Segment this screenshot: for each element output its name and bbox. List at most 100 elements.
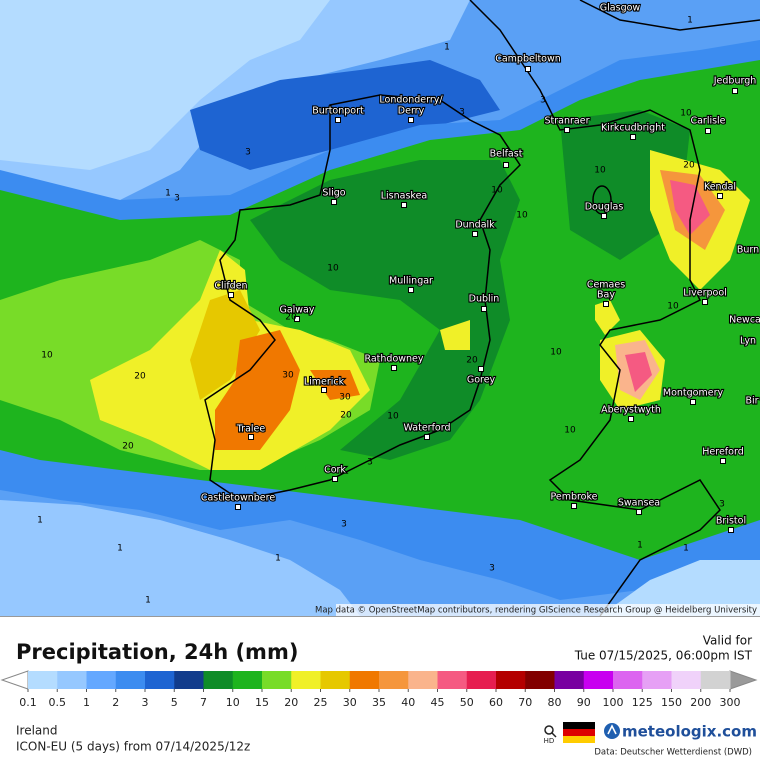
city-marker (636, 509, 642, 515)
contour-label: 20 (122, 442, 134, 452)
city-label: Castletownbere (201, 493, 276, 504)
contour-label: 3 (174, 194, 180, 204)
contour-label: 20 (466, 356, 478, 366)
city-marker (478, 366, 484, 372)
city-label: Kendal (704, 182, 736, 193)
data-source: Data: Deutscher Wetterdienst (DWD) (594, 748, 752, 758)
legend-swatch (291, 671, 321, 689)
logo-icons (544, 722, 620, 743)
city-marker (717, 193, 723, 199)
legend-swatch (408, 671, 438, 689)
contour-label: 10 (516, 211, 528, 221)
contour-label: 1 (117, 544, 123, 554)
legend-swatch (232, 671, 263, 689)
city-label: Lyn (740, 336, 756, 347)
legend-swatch (613, 671, 643, 689)
city-marker (248, 434, 254, 440)
contour-label: 10 (550, 348, 562, 358)
city-marker (690, 399, 696, 405)
contour-label: 10 (491, 186, 503, 196)
city-marker (732, 88, 738, 94)
city-label: Aberystwyth (601, 405, 661, 416)
contour-label: 10 (41, 351, 53, 361)
city-marker (332, 476, 338, 482)
legend-swatch (320, 671, 351, 689)
valid-time: Tue 07/15/2025, 06:00pm IST (574, 649, 753, 663)
hd-label: HD (544, 737, 555, 745)
city-marker (603, 301, 609, 307)
legend-swatch (28, 671, 58, 689)
legend-swatch (583, 671, 614, 689)
city-marker (564, 127, 570, 133)
contour-label: 1 (37, 516, 43, 526)
legend-tick-label: 300 (720, 696, 741, 709)
city-label: Galway (279, 305, 314, 316)
city-label: Limerick (304, 377, 345, 388)
legend-swatch (262, 671, 292, 689)
contour-label: 10 (387, 412, 399, 422)
contour-label: 1 (687, 16, 693, 26)
city-marker (525, 66, 531, 72)
city-label: Montgomery (663, 388, 724, 399)
legend-tick-label: 40 (401, 696, 415, 709)
city-label: Cemaes (587, 280, 625, 291)
legend-tick-label: 1 (83, 696, 90, 709)
legend-tick-label: 60 (489, 696, 503, 709)
legend-tick-label: 200 (690, 696, 711, 709)
city-label: Belfast (490, 149, 523, 160)
legend-swatch (57, 671, 87, 689)
model-info: ICON-EU (5 days) from 07/14/2025/12z (16, 740, 250, 754)
legend-tick-label: 3 (142, 696, 149, 709)
contour-label: 1 (145, 596, 151, 606)
city-marker (720, 458, 726, 464)
city-label: Douglas (585, 202, 624, 213)
city-label: Tralee (236, 424, 266, 435)
legend-tick-label: 10 (226, 696, 240, 709)
contour-label: 3 (245, 148, 251, 158)
legend-tick-label: 50 (460, 696, 474, 709)
city-label: Londonderry/ (379, 95, 443, 106)
city-label: Kirkcudbright (601, 123, 665, 134)
city-label: Swansea (618, 498, 660, 509)
legend-tick-label: 100 (603, 696, 624, 709)
city-marker (728, 527, 734, 533)
legend-swatch (145, 671, 175, 689)
legend-tick-label: 0.1 (19, 696, 37, 709)
city-marker (391, 365, 397, 371)
city-label: Burn (737, 245, 759, 256)
legend-swatch (115, 671, 146, 689)
city-label: Burtonport (312, 106, 364, 117)
city-marker (481, 306, 487, 312)
legend-tick-label: 20 (284, 696, 298, 709)
contour-label: 10 (594, 166, 606, 176)
contour-label: 20 (134, 372, 146, 382)
legend-swatch (86, 671, 117, 689)
title: Precipitation, 24h (mm) (16, 640, 298, 664)
contour-label: 3 (341, 520, 347, 530)
legend-swatch (671, 671, 702, 689)
legend: 0.1 0.5 1 2 3 5 7 10 15 20 25 30 35 40 45 50 60 70 80 90 100… (0, 670, 758, 709)
city-label: Stranraer (545, 116, 590, 127)
city-marker (424, 434, 430, 440)
legend-swatch (174, 671, 204, 689)
legend-tick-label: 80 (548, 696, 562, 709)
city-label: Rathdowney (364, 354, 423, 365)
legend-swatch (349, 671, 380, 689)
contour-label: 3 (540, 96, 546, 106)
contour-label: 30 (282, 371, 294, 381)
contour-label: 3 (459, 108, 465, 118)
legend-tick-label: 0.5 (49, 696, 67, 709)
city-marker (702, 299, 708, 305)
legend-swatch (525, 671, 555, 689)
city-label: Lisnaskea (381, 191, 428, 202)
legend-swatch (496, 671, 526, 689)
city-marker (408, 287, 414, 293)
legend-tick-label: 125 (632, 696, 653, 709)
city-marker (630, 134, 636, 140)
legend-tick-label: 15 (255, 696, 269, 709)
city-marker (408, 117, 414, 123)
city-marker (228, 292, 234, 298)
contour-label: 10 (564, 426, 576, 436)
contour-label: 1 (683, 544, 689, 554)
legend-swatch (203, 671, 234, 689)
